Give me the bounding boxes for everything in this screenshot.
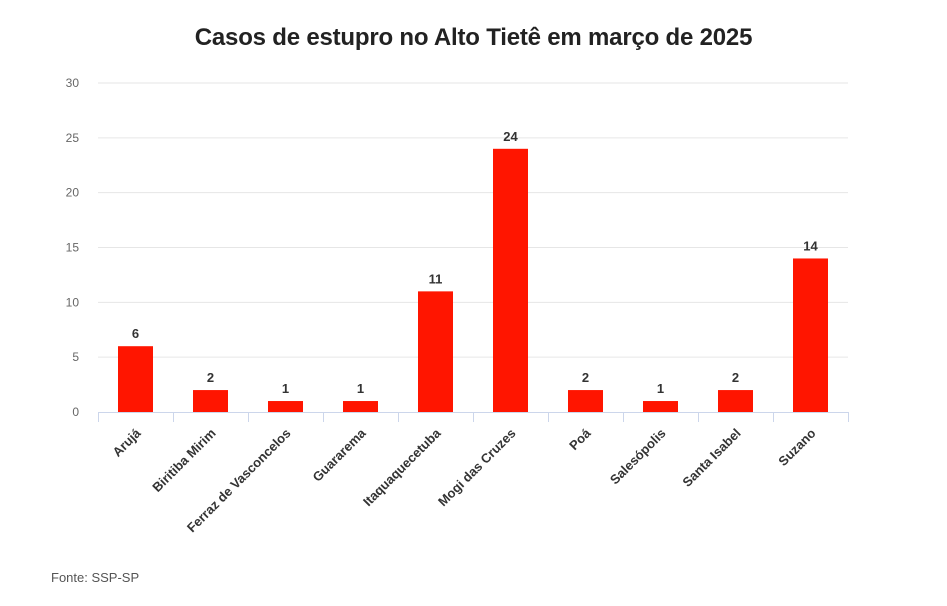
x-tick-label: Guararema bbox=[309, 425, 369, 485]
data-label: 14 bbox=[803, 238, 818, 253]
y-tick-label: 10 bbox=[66, 295, 80, 309]
bars bbox=[118, 148, 828, 413]
x-tick-label: Santa Isabel bbox=[679, 426, 743, 490]
y-tick-label: 20 bbox=[66, 186, 80, 200]
x-tick-label: Salesópolis bbox=[607, 426, 669, 488]
data-label: 1 bbox=[357, 381, 364, 396]
bar[interactable] bbox=[493, 148, 528, 413]
x-tick-label: Mogi das Cruzes bbox=[435, 426, 519, 510]
y-tick-label: 5 bbox=[72, 350, 79, 364]
data-label: 2 bbox=[207, 370, 214, 385]
data-label: 6 bbox=[132, 326, 139, 341]
bar[interactable] bbox=[568, 390, 603, 412]
bar[interactable] bbox=[268, 401, 303, 412]
x-tick-label: Suzano bbox=[775, 425, 818, 468]
data-label: 2 bbox=[582, 370, 589, 385]
bar[interactable] bbox=[718, 390, 753, 412]
y-tick-label: 25 bbox=[66, 131, 80, 145]
chart-title: Casos de estupro no Alto Tietê em março … bbox=[194, 24, 753, 51]
data-label: 1 bbox=[282, 381, 289, 396]
y-tick-label: 0 bbox=[72, 405, 79, 419]
bar[interactable] bbox=[343, 401, 378, 412]
x-tick-label: Poá bbox=[566, 425, 594, 453]
bar[interactable] bbox=[118, 346, 153, 412]
x-tick-label: Biritiba Mirim bbox=[149, 426, 218, 495]
y-axis-ticks: 0 5 10 15 20 25 30 bbox=[66, 76, 80, 419]
bar[interactable] bbox=[418, 291, 453, 412]
data-label: 2 bbox=[732, 370, 739, 385]
data-label: 1 bbox=[657, 381, 664, 396]
source-note: Fonte: SSP-SP bbox=[51, 570, 140, 585]
y-tick-label: 30 bbox=[66, 76, 80, 90]
y-tick-label: 15 bbox=[66, 241, 80, 255]
bar[interactable] bbox=[793, 258, 828, 412]
gridlines bbox=[98, 82, 848, 358]
x-tick-label: Itaquaquecetuba bbox=[360, 425, 444, 509]
bar[interactable] bbox=[643, 401, 678, 412]
data-label: 11 bbox=[429, 271, 443, 286]
x-tick-label: Arujá bbox=[110, 425, 145, 460]
data-label: 24 bbox=[503, 129, 518, 144]
bar[interactable] bbox=[193, 390, 228, 412]
